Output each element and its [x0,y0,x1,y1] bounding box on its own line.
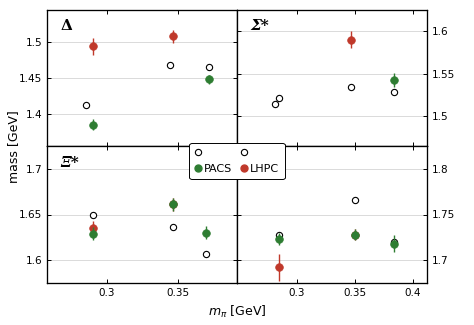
Text: Ξ*: Ξ* [61,156,80,170]
Legend: , PACS, , LHPC: , PACS, , LHPC [190,143,284,179]
Text: mass [GeV]: mass [GeV] [7,110,20,183]
Text: $m_\pi$ [GeV]: $m_\pi$ [GeV] [208,304,266,320]
Text: Δ: Δ [61,19,73,33]
Text: Ω: Ω [250,156,264,170]
Text: Σ*: Σ* [250,19,269,33]
